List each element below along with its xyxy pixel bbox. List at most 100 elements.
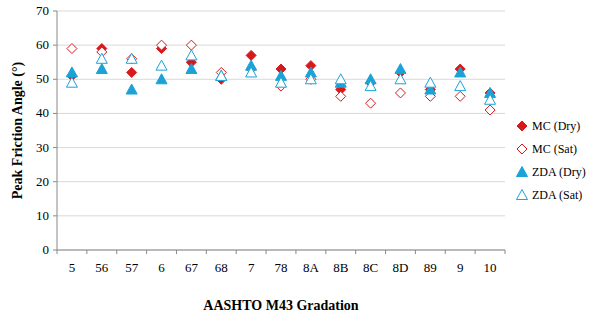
x-tick-label: 78 (275, 260, 288, 275)
x-tick-label: 8A (303, 260, 320, 275)
x-tick-label: 57 (125, 260, 139, 275)
x-tick (236, 250, 237, 254)
point (156, 74, 167, 84)
x-axis-label: AASHTO M43 Gradation (203, 298, 359, 313)
point (395, 64, 406, 74)
grid-line (57, 181, 505, 182)
y-tick (53, 215, 57, 216)
grid-line (57, 147, 505, 148)
x-axis (57, 250, 505, 251)
point (395, 74, 406, 84)
x-tick (206, 250, 207, 254)
x-tick-label: 6 (158, 260, 165, 275)
y-tick (53, 250, 57, 251)
x-tick (415, 250, 416, 254)
grid-line (57, 215, 505, 216)
plot-marks (66, 40, 495, 115)
y-axis-label: Peak Friction Angle (°) (10, 61, 26, 199)
point (276, 77, 287, 87)
point (66, 77, 77, 87)
point (336, 91, 346, 101)
x-tick (355, 250, 356, 254)
x-tick (445, 250, 446, 254)
x-tick-label: 8B (333, 260, 349, 275)
y-tick-label: 70 (36, 3, 49, 18)
y-axis (57, 11, 58, 250)
x-tick-label: 68 (215, 260, 228, 275)
point (455, 81, 466, 91)
x-tick-label: 9 (457, 260, 464, 275)
point (216, 70, 227, 80)
point (395, 88, 405, 98)
y-tick-label: 40 (36, 105, 49, 120)
y-tick-label: 30 (36, 140, 49, 155)
legend-marker (517, 121, 527, 131)
x-tick-label: 7 (248, 260, 255, 275)
x-tick-label: 5 (69, 260, 76, 275)
y-tick (53, 45, 57, 46)
point (156, 60, 167, 70)
x-tick-label: 89 (424, 260, 437, 275)
point (186, 40, 196, 50)
point (66, 67, 77, 77)
legend-label: MC (Sat) (532, 142, 577, 156)
x-tick (57, 250, 58, 254)
y-tick (53, 11, 57, 12)
y-tick (53, 79, 57, 80)
point (365, 81, 376, 91)
point (126, 53, 137, 63)
point (96, 53, 107, 63)
x-tick-label: 8C (363, 260, 378, 275)
y-tick-label: 0 (43, 242, 50, 257)
grid-line (57, 250, 505, 251)
x-tick (325, 250, 326, 254)
x-tick-label: 67 (185, 260, 199, 275)
point (216, 70, 227, 80)
point (96, 64, 107, 74)
x-tick (86, 250, 87, 254)
y-tick (53, 147, 57, 148)
legend-marker (517, 167, 528, 177)
y-tick-label: 60 (36, 37, 49, 52)
x-tick-label: 10 (484, 260, 497, 275)
x-tick (385, 250, 386, 254)
x-tick (176, 250, 177, 254)
x-tick (295, 250, 296, 254)
point (366, 98, 376, 108)
point (127, 67, 137, 77)
point (157, 40, 167, 50)
y-tick-label: 10 (36, 208, 49, 223)
x-tick (266, 250, 267, 254)
x-tick (475, 250, 476, 254)
grid-line (57, 11, 505, 12)
grid-line (57, 45, 505, 46)
point (186, 64, 197, 74)
legend-marker (517, 144, 527, 154)
y-tick-label: 50 (36, 71, 49, 86)
point (455, 91, 465, 101)
legend-label: ZDA (Dry) (532, 165, 586, 179)
point (335, 74, 346, 84)
point (67, 44, 77, 54)
point (246, 67, 257, 77)
point (485, 105, 495, 115)
chart: 01020304050607055657667687788A8B8C8D8991… (0, 0, 600, 335)
point (126, 84, 137, 94)
legend: MC (Dry) MC (Sat) ZDA (Dry) ZDA (Sat) (517, 119, 586, 202)
point (127, 54, 137, 64)
point (186, 50, 197, 60)
legend-marker (517, 190, 528, 200)
point (246, 50, 256, 60)
point (485, 94, 496, 104)
x-tick (505, 250, 506, 254)
legend-label: ZDA (Sat) (532, 188, 582, 202)
y-tick (53, 113, 57, 114)
x-tick (116, 250, 117, 254)
point (455, 67, 466, 77)
point (425, 77, 436, 87)
legend-label: MC (Dry) (532, 119, 580, 133)
x-tick-label: 8D (393, 260, 409, 275)
x-tick (146, 250, 147, 254)
y-tick (53, 181, 57, 182)
grid-line (57, 113, 505, 114)
